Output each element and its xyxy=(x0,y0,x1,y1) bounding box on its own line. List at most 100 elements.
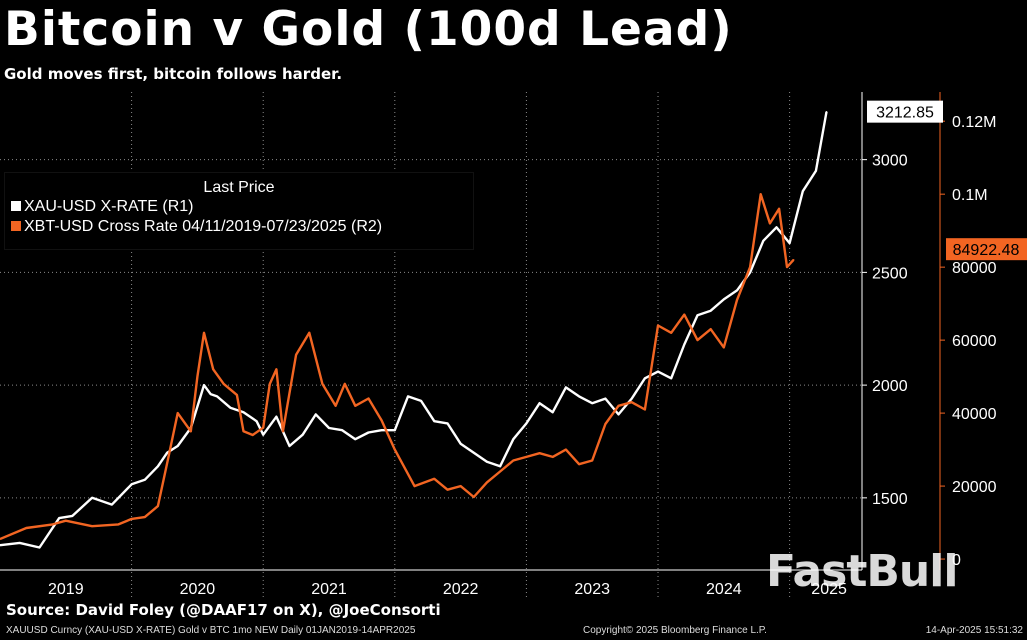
gold-point-3 xyxy=(58,517,60,519)
gold-point-57 xyxy=(762,240,765,242)
gold-point-5 xyxy=(91,497,93,499)
gold-point-11 xyxy=(176,445,179,447)
bitcoin-point-30 xyxy=(380,419,383,422)
gold-point-40 xyxy=(538,402,541,405)
bitcoin-point-42 xyxy=(551,456,554,458)
bitcoin-point-16 xyxy=(236,394,238,396)
gold-point-39 xyxy=(525,422,528,425)
r2-tick-40000: 40000 xyxy=(952,406,997,423)
legend-item-gold: XAU-USD X-RATE (R1) xyxy=(5,197,473,217)
gold-point-8 xyxy=(144,479,146,481)
bitcoin-point-3 xyxy=(65,519,67,522)
gold-point-59 xyxy=(788,242,791,244)
gold-point-46 xyxy=(617,413,620,416)
bitcoin-point-45 xyxy=(591,459,593,462)
gold-point-26 xyxy=(354,438,357,441)
gold-point-21 xyxy=(288,445,291,447)
gold-point-10 xyxy=(166,452,168,454)
r2-tick-0: 0 xyxy=(952,552,961,569)
x-tick-2025: 2025 xyxy=(811,581,847,598)
bitcoin-point-15 xyxy=(222,383,225,385)
bitcoin-point-39 xyxy=(512,459,515,462)
bitcoin-point-48 xyxy=(630,401,633,404)
bitcoin-point-28 xyxy=(354,405,357,407)
bitcoin-point-35 xyxy=(459,485,462,487)
legend-swatch-bitcoin xyxy=(11,221,21,231)
legend-item-bitcoin: XBT-USD Cross Rate 04/11/2019-07/23/2025… xyxy=(5,217,473,237)
gold-point-28 xyxy=(380,429,383,432)
gold-point-55 xyxy=(736,289,738,292)
bitcoin-point-38 xyxy=(499,470,501,473)
gold-point-29 xyxy=(394,429,396,432)
bitcoin-point-47 xyxy=(617,405,620,407)
last-value-box-gold xyxy=(867,100,943,123)
x-tick-2024: 2024 xyxy=(706,581,742,598)
legend-label-bitcoin: XBT-USD Cross Rate 04/11/2019-07/23/2025… xyxy=(24,218,383,235)
r1-tick-2500: 2500 xyxy=(872,265,908,282)
bitcoin-point-6 xyxy=(130,518,133,520)
bitcoin-point-51 xyxy=(670,332,672,334)
footer-copyright: Copyright© 2025 Bloomberg Finance L.P. xyxy=(583,625,767,636)
gold-point-50 xyxy=(670,377,672,380)
gold-point-16 xyxy=(229,406,232,409)
bitcoin-point-26 xyxy=(334,405,337,407)
bitcoin-point-18 xyxy=(251,434,254,436)
bitcoin-point-2 xyxy=(51,523,54,526)
r1-axis-ticks: 1500 2000 2500 3000 xyxy=(862,153,908,508)
bitcoin-point-52 xyxy=(683,313,686,316)
bitcoin-point-61 xyxy=(786,266,788,268)
gold-point-17 xyxy=(242,411,245,414)
gold-point-62 xyxy=(825,111,828,113)
r2-tick-0.12M: 0.12M xyxy=(952,114,996,131)
bitcoin-point-21 xyxy=(275,368,278,371)
gold-point-31 xyxy=(420,400,422,402)
source-note: Source: David Foley (@DAAF17 on X), @Joe… xyxy=(6,601,441,619)
r1-tick-2000: 2000 xyxy=(872,378,908,395)
r2-tick-60000: 60000 xyxy=(952,333,997,350)
bitcoin-point-10 xyxy=(176,412,179,414)
bitcoin-point-59 xyxy=(769,222,771,225)
gold-point-48 xyxy=(644,377,646,380)
gold-point-2 xyxy=(38,546,41,549)
series-layer xyxy=(0,111,828,549)
gold-point-54 xyxy=(723,298,725,301)
bitcoin-point-29 xyxy=(367,397,370,400)
bitcoin-point-53 xyxy=(696,339,699,341)
bitcoin-point-49 xyxy=(644,408,646,411)
bitcoin-point-54 xyxy=(709,328,712,331)
gold-point-52 xyxy=(696,314,699,317)
bitcoin-point-58 xyxy=(759,193,762,195)
bitcoin-point-5 xyxy=(117,523,120,526)
gold-point-61 xyxy=(815,170,817,172)
axes xyxy=(0,92,941,571)
gold-point-35 xyxy=(473,452,475,454)
gold-point-34 xyxy=(459,442,462,445)
r2-tick-20000: 20000 xyxy=(952,479,997,496)
gold-point-13 xyxy=(203,384,205,386)
chart-subtitle: Gold moves first, bitcoin follows harder… xyxy=(4,65,343,83)
last-value-labels: 3212.85 84922.48 xyxy=(867,100,1027,261)
gold-point-51 xyxy=(683,343,686,346)
bitcoin-point-23 xyxy=(295,353,297,356)
bitcoin-point-46 xyxy=(604,423,607,425)
r2-tick-0.1M: 0.1M xyxy=(952,187,988,204)
gold-point-43 xyxy=(578,395,580,398)
gold-point-7 xyxy=(130,483,133,486)
gold-point-6 xyxy=(111,503,113,506)
grid-lines xyxy=(0,92,862,600)
bitcoin-point-8 xyxy=(157,505,159,507)
gold-point-45 xyxy=(604,397,607,400)
bitcoin-point-17 xyxy=(242,430,245,433)
bitcoin-point-13 xyxy=(203,332,205,334)
gold-point-9 xyxy=(157,465,159,468)
bitcoin-point-44 xyxy=(578,463,580,466)
gold-point-47 xyxy=(630,397,633,400)
gold-point-44 xyxy=(591,402,593,405)
x-tick-2019: 2019 xyxy=(48,581,84,598)
x-tick-2023: 2023 xyxy=(574,581,610,598)
bitcoin-point-4 xyxy=(91,525,93,527)
bitcoin-point-14 xyxy=(212,368,214,371)
r1-tick-1500: 1500 xyxy=(872,491,908,508)
bitcoin-point-32 xyxy=(413,485,416,487)
gold-point-0 xyxy=(0,544,1,546)
